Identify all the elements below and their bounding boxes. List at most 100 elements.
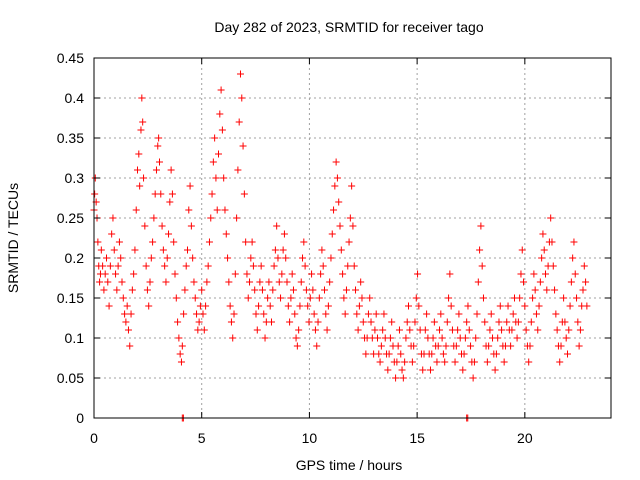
data-point	[203, 278, 211, 286]
y-tick-label: 0	[76, 410, 84, 426]
data-point	[310, 310, 318, 318]
data-point	[195, 318, 203, 326]
data-point	[527, 318, 535, 326]
data-point	[146, 278, 154, 286]
data-point	[291, 310, 299, 318]
data-point	[437, 310, 445, 318]
data-point	[333, 174, 341, 182]
data-point	[516, 294, 524, 302]
data-point	[186, 182, 194, 190]
data-point	[124, 326, 132, 334]
data-point	[399, 374, 407, 382]
data-point	[494, 334, 502, 342]
y-tick-label: 0.4	[65, 90, 85, 106]
data-point	[543, 286, 551, 294]
data-point	[317, 270, 325, 278]
data-point	[342, 286, 350, 294]
data-point	[465, 326, 473, 334]
data-point	[476, 246, 484, 254]
data-point	[158, 222, 166, 230]
data-point	[226, 302, 234, 310]
data-point	[150, 214, 158, 222]
data-point	[447, 302, 455, 310]
data-point	[372, 310, 380, 318]
data-point	[377, 342, 385, 350]
data-point	[251, 286, 259, 294]
data-point	[209, 158, 217, 166]
data-point	[115, 238, 123, 246]
data-point	[271, 246, 279, 254]
data-point	[521, 302, 529, 310]
chart-title: Day 282 of 2023, SRMTID for receiver tag…	[214, 19, 483, 35]
data-point	[176, 350, 184, 358]
data-point	[419, 366, 427, 374]
data-point	[136, 182, 144, 190]
data-point	[178, 342, 186, 350]
data-point	[211, 134, 219, 142]
data-point	[113, 286, 121, 294]
data-point	[345, 238, 353, 246]
data-point	[569, 254, 577, 262]
data-point	[142, 262, 150, 270]
data-point	[288, 270, 296, 278]
data-point	[452, 342, 460, 350]
data-point	[112, 270, 120, 278]
x-tick-label: 0	[90, 430, 98, 446]
data-point	[302, 286, 310, 294]
data-point	[451, 358, 459, 366]
data-point	[526, 342, 534, 350]
data-point	[428, 350, 436, 358]
data-points	[90, 70, 591, 422]
data-point	[405, 302, 413, 310]
data-point	[309, 286, 317, 294]
data-point	[102, 254, 110, 262]
data-point	[423, 310, 431, 318]
data-point	[402, 334, 410, 342]
data-point	[127, 310, 135, 318]
data-point	[265, 278, 273, 286]
data-point	[386, 334, 394, 342]
data-point	[394, 342, 402, 350]
data-point	[222, 230, 230, 238]
data-point	[443, 318, 451, 326]
data-point	[248, 238, 256, 246]
data-point	[166, 198, 174, 206]
data-point	[189, 254, 197, 262]
data-point	[171, 270, 179, 278]
data-point	[439, 350, 447, 358]
data-point	[375, 350, 383, 358]
data-point	[433, 358, 441, 366]
data-point	[165, 230, 173, 238]
data-point	[122, 318, 130, 326]
data-point	[580, 262, 588, 270]
data-point	[138, 94, 146, 102]
data-point	[128, 286, 136, 294]
y-tick-label: 0.35	[57, 130, 84, 146]
data-point	[485, 342, 493, 350]
data-point	[204, 262, 212, 270]
data-point	[535, 302, 543, 310]
data-point	[553, 326, 561, 334]
data-point	[269, 286, 277, 294]
data-point	[141, 222, 149, 230]
data-point	[275, 278, 283, 286]
data-point	[411, 318, 419, 326]
grid-lines	[94, 58, 611, 418]
y-tick-label: 0.2	[65, 250, 85, 266]
data-point	[207, 214, 215, 222]
data-point	[508, 326, 516, 334]
data-point	[191, 294, 199, 302]
data-point	[461, 334, 469, 342]
data-point	[230, 310, 238, 318]
data-point	[235, 118, 243, 126]
data-point	[289, 286, 297, 294]
data-point	[460, 350, 468, 358]
tick-labels: 0 0.05 0.1 0.15 0.2 0.25 0.3 0.35 0.4 0.45 0 5 10 15 2…	[57, 50, 533, 446]
data-point	[239, 142, 247, 150]
data-point	[114, 262, 122, 270]
data-point	[119, 294, 127, 302]
data-point	[341, 310, 349, 318]
data-point	[463, 318, 471, 326]
data-point	[94, 238, 102, 246]
data-point	[576, 326, 584, 334]
